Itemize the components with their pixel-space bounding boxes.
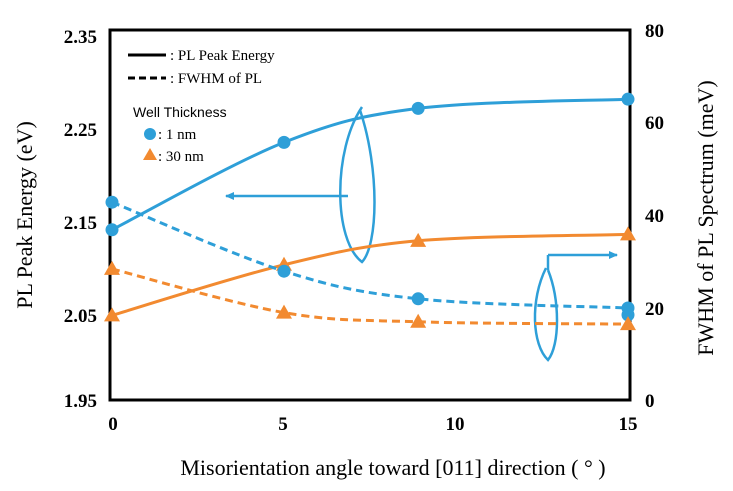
data-point-30nm-fwhm (620, 316, 636, 331)
series-layer (104, 92, 636, 331)
x-tick-label: 15 (619, 414, 638, 435)
x-tick-label: 10 (446, 414, 465, 435)
data-point-30nm-fwhm (104, 260, 120, 275)
y-right-tick-label: 40 (645, 206, 664, 227)
y-left-tick-label: 2.35 (64, 27, 97, 48)
legend: : PL Peak Energy : FWHM of PL Well Thick… (128, 48, 275, 165)
series-line-30nm-peak-energy (111, 232, 629, 317)
x-tick-label: 0 (108, 414, 118, 435)
legend-label-1nm: : 1 nm (158, 127, 197, 143)
data-point-1nm-peak-energy (277, 135, 291, 149)
y-left-tick-label: 2.25 (64, 120, 97, 141)
y-left-tick-label: 1.95 (64, 391, 97, 412)
data-point-30nm-fwhm (276, 304, 292, 319)
y-left-tick-label: 2.15 (64, 213, 97, 234)
legend-label-fwhm: : FWHM of PL (170, 71, 262, 87)
y-right-tick-labels: 0 20 40 60 80 (645, 21, 664, 412)
legend-label-30nm: : 30 nm (158, 149, 204, 165)
series-line-1nm-peak-energy (111, 97, 629, 232)
y-left-axis-title: PL Peak Energy (eV) (12, 121, 37, 309)
legend-circle-marker (144, 128, 156, 140)
data-point-1nm-fwhm (411, 292, 425, 306)
data-point-30nm-peak-energy (104, 307, 120, 322)
y-left-tick-labels: 1.95 2.05 2.15 2.25 2.35 (64, 27, 97, 412)
axis-indicators (225, 106, 618, 362)
y-right-tick-label: 60 (645, 113, 664, 134)
data-point-1nm-fwhm (105, 195, 119, 209)
data-point-1nm-fwhm (621, 308, 635, 322)
series-line-1nm-fwhm (111, 200, 629, 310)
data-point-30nm-peak-energy (620, 226, 636, 241)
x-tick-labels: 0 5 10 15 (108, 414, 637, 435)
data-point-1nm-fwhm (277, 264, 291, 278)
y-right-axis-title: FWHM of PL Spectrum (meV) (693, 80, 718, 355)
x-axis-title: Misorientation angle toward [011] direct… (180, 455, 605, 480)
legend-label-peak-energy: : PL Peak Energy (170, 48, 275, 64)
data-point-30nm-fwhm (410, 313, 427, 328)
y-right-tick-label: 20 (645, 299, 664, 320)
data-point-1nm-peak-energy (411, 101, 425, 115)
x-tick-label: 5 (278, 414, 288, 435)
y-left-tick-label: 2.05 (64, 306, 97, 327)
data-point-1nm-peak-energy (621, 92, 635, 106)
plot-frame (108, 28, 632, 402)
y-right-tick-label: 0 (645, 391, 655, 412)
series-line-30nm-fwhm (111, 267, 629, 326)
legend-triangle-marker (143, 148, 157, 160)
y-right-tick-label: 80 (645, 21, 664, 42)
data-point-30nm-peak-energy (410, 232, 427, 247)
data-point-1nm-peak-energy (105, 223, 119, 237)
legend-heading: Well Thickness (133, 104, 227, 120)
right-axis-ellipse (533, 267, 559, 362)
left-axis-ellipse (339, 106, 376, 264)
